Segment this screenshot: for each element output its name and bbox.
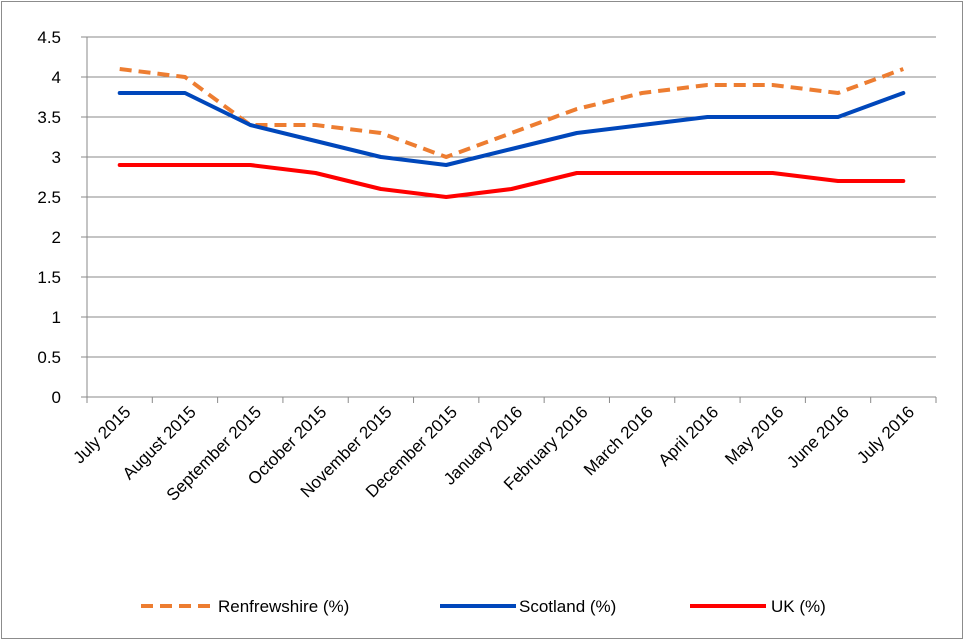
legend-label-1: Scotland (%) <box>519 597 616 616</box>
y-tick-label: 2 <box>52 228 61 247</box>
series-line-0 <box>119 67 904 159</box>
axes <box>81 36 937 403</box>
legend: Renfrewshire (%) Scotland (%) UK (%) <box>141 597 826 616</box>
y-axis-ticks: 0 0.5 1 1.5 2 2.5 3 3.5 4 4.5 <box>37 28 61 407</box>
x-tick-label: May 2016 <box>721 402 787 468</box>
y-tick-label: 4.5 <box>37 28 61 47</box>
x-tick-label: July 2015 <box>70 402 135 467</box>
series-line-1 <box>117 91 906 167</box>
legend-label-0: Renfrewshire (%) <box>218 597 349 616</box>
y-tick-label: 4 <box>52 68 61 87</box>
y-tick-label: 3 <box>52 148 61 167</box>
y-tick-label: 0 <box>52 388 61 407</box>
y-tick-label: 3.5 <box>37 108 61 127</box>
y-tick-label: 2.5 <box>37 188 61 207</box>
x-tick-label: June 2016 <box>783 402 853 472</box>
x-tick-label: July 2016 <box>853 402 918 467</box>
x-tick-label: April 2016 <box>655 402 723 470</box>
y-tick-label: 1.5 <box>37 268 61 287</box>
y-tick-label: 0.5 <box>37 348 61 367</box>
x-tick-label: March 2016 <box>580 402 657 479</box>
y-tick-label: 1 <box>52 308 61 327</box>
series-line-2 <box>117 163 906 199</box>
legend-label-2: UK (%) <box>771 597 826 616</box>
series-lines <box>117 67 906 199</box>
grid-lines <box>87 36 936 358</box>
